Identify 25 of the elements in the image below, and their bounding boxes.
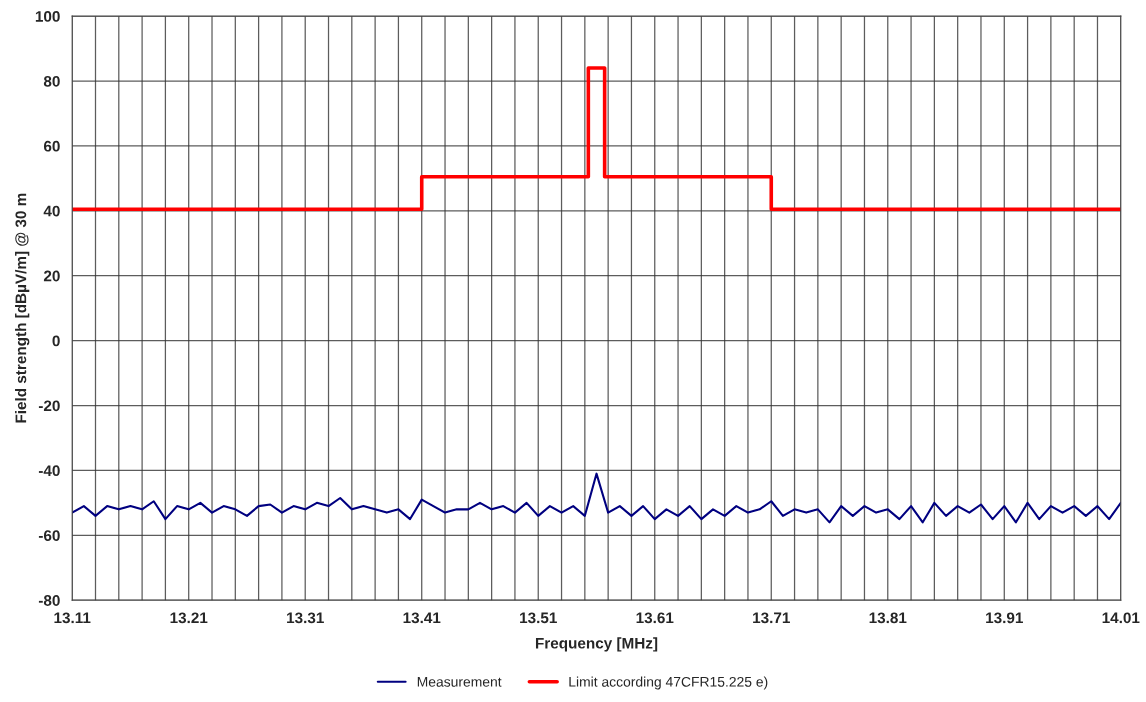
y-tick-label: -60 xyxy=(38,530,60,541)
y-tick-label: -40 xyxy=(38,465,60,477)
y-axis-title: Field strength [dBµV/m] @ 30 m xyxy=(15,193,30,423)
line-series xyxy=(72,472,1121,524)
y-tick-label: 0 xyxy=(52,335,60,347)
x-tick-label: 13.11 xyxy=(54,612,91,624)
y-tick-label: 20 xyxy=(43,270,60,282)
y-tick-label: 40 xyxy=(43,205,60,217)
y-tick-label: 60 xyxy=(43,140,60,152)
y-tick-label: -80 xyxy=(38,595,60,606)
x-tick-label: 13.31 xyxy=(287,612,324,624)
y-tick-label: -20 xyxy=(38,400,60,412)
x-tick-label: 13.51 xyxy=(520,612,557,624)
x-tick-label: 13.71 xyxy=(753,612,790,624)
x-tick-label: 13.81 xyxy=(869,612,907,624)
x-axis-title: Frequency [MHz] xyxy=(535,637,658,652)
legend-label: Limit according 47CFR15.225 e) xyxy=(569,676,768,690)
x-tick-label: 13.41 xyxy=(403,612,441,624)
x-tick-label: 13.61 xyxy=(636,612,674,624)
x-tick-label: 14.01 xyxy=(1102,612,1140,624)
x-tick-label: 13.21 xyxy=(170,612,208,624)
x-tick-label: 13.91 xyxy=(986,612,1023,624)
legend-label: Measurement xyxy=(417,677,502,687)
y-tick-label: 100 xyxy=(35,11,60,22)
y-tick-label: 80 xyxy=(43,75,60,87)
